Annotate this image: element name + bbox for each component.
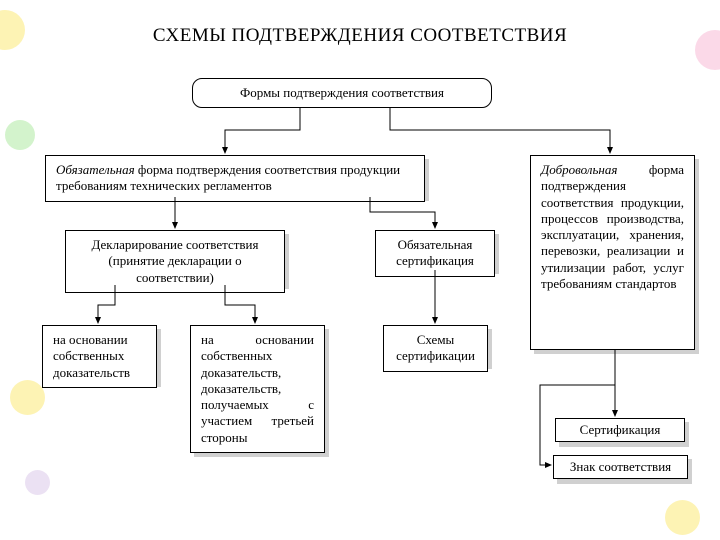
node-cert-schemes-text: Схемы сертификации [396, 332, 475, 363]
node-mandatory: Обязательная форма подтверждения соответ… [45, 155, 425, 202]
node-root-text: Формы подтверждения соответствия [240, 85, 444, 100]
node-obligatory-cert: Обязательная сертификация [375, 230, 495, 277]
node-root: Формы подтверждения соответствия [192, 78, 492, 108]
node-obligatory-cert-text: Обязательная сертификация [396, 237, 474, 268]
node-voluntary-rest: форма подтверждения соответствия продук­… [541, 162, 684, 291]
node-cert-schemes: Схемы сертификации [383, 325, 488, 372]
node-declaration-text: Декларирование соответствия (принятие де… [92, 237, 259, 285]
node-declaration: Декларирование соответствия (принятие де… [65, 230, 285, 293]
diagram-title: СХЕМЫ ПОДТВЕРЖДЕНИЯ СООТВЕТСТВИЯ [0, 0, 720, 61]
node-certification: Сертификация [555, 418, 685, 442]
node-third-party: на основании собственных доказательств, … [190, 325, 325, 453]
node-third-party-text: на основании собственных доказательств, … [201, 332, 314, 445]
node-conformity-mark-text: Знак соответствия [570, 459, 671, 474]
node-conformity-mark: Знак соответствия [553, 455, 688, 479]
node-own-evidence: на основании собственных доказательств [42, 325, 157, 388]
node-mandatory-prefix: Обязательная [56, 162, 135, 177]
node-certification-text: Сертификация [580, 422, 661, 437]
node-own-evidence-text: на основании собственных доказательств [53, 332, 130, 380]
node-voluntary-prefix: Добровольная [541, 162, 617, 177]
node-voluntary: Добровольная форма подтверждения соответ… [530, 155, 695, 350]
